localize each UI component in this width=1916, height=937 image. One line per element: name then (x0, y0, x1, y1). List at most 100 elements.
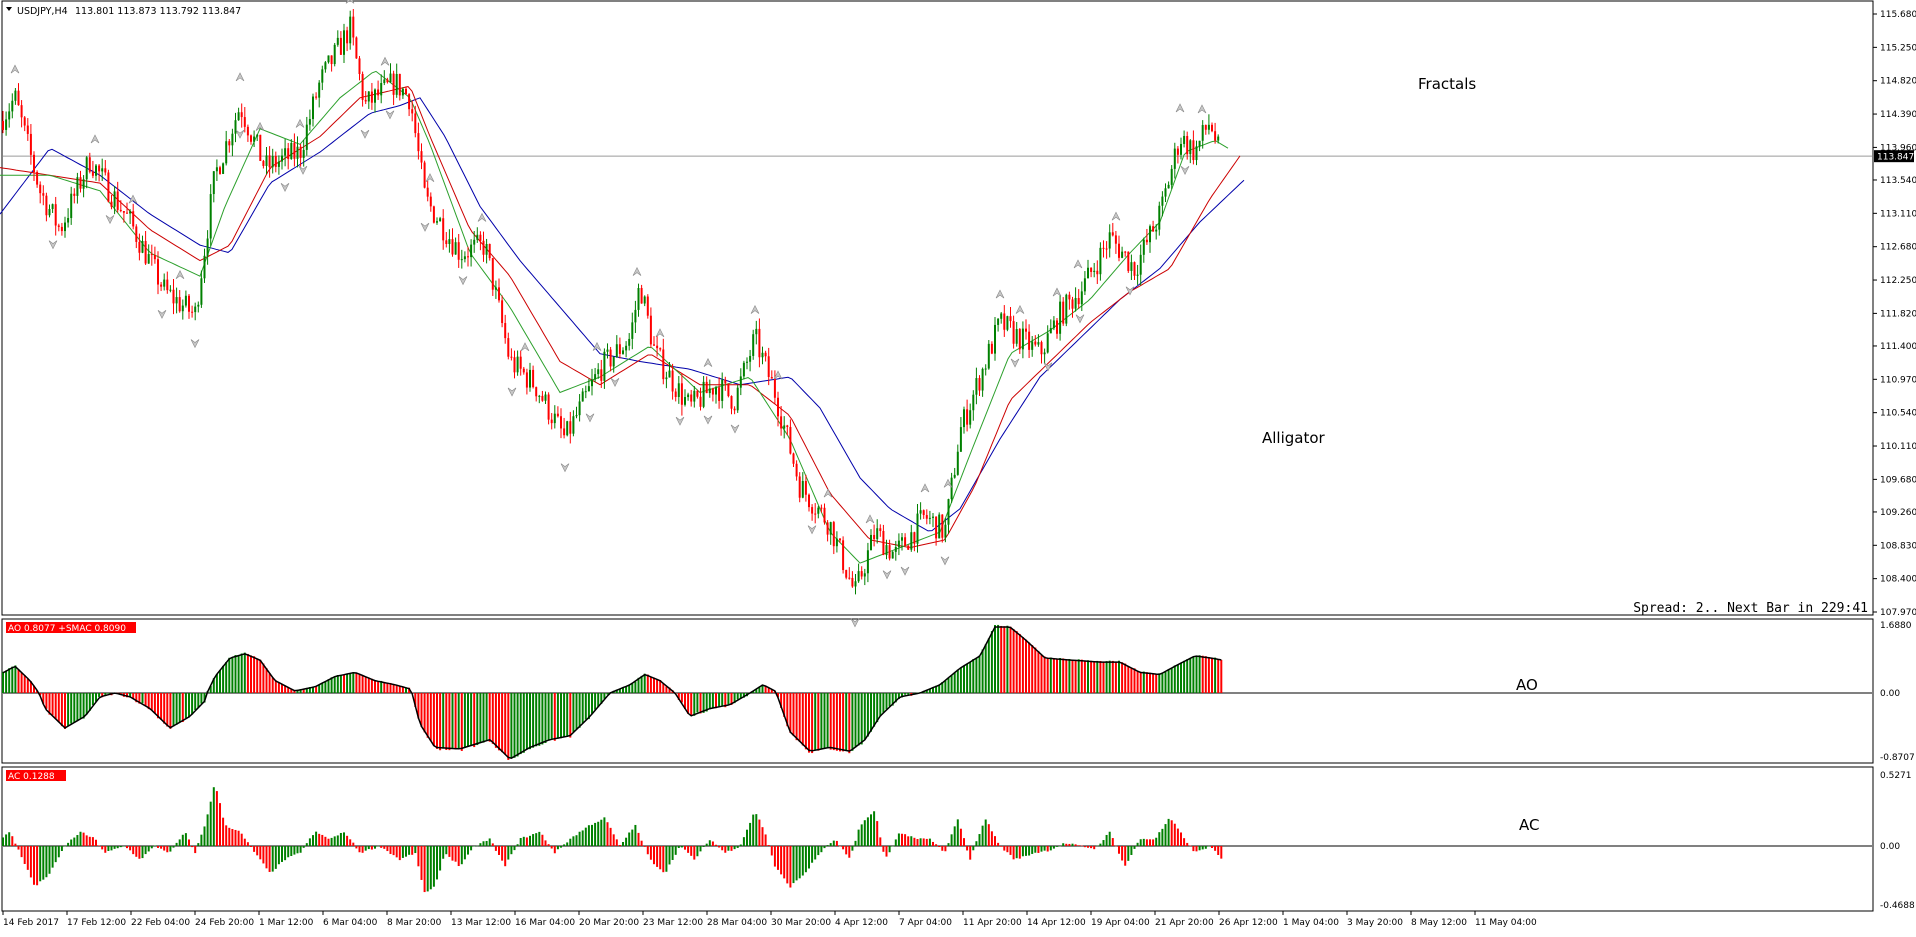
ao-bar (1000, 625, 1003, 693)
ao-bar (11, 666, 14, 693)
candle-body (349, 16, 352, 44)
ac-bar (857, 829, 860, 846)
candle-body (656, 345, 659, 349)
ao-bar (529, 693, 531, 750)
candle-body (625, 345, 628, 351)
ac-bar (1198, 846, 1201, 851)
ac-bar (699, 846, 702, 852)
ac-bar (463, 846, 466, 860)
ao-bar (1012, 629, 1015, 693)
candle-body (808, 494, 810, 508)
ao-bar (1198, 655, 1201, 693)
candle-body (600, 369, 603, 381)
triangle-down-icon[interactable] (6, 7, 12, 11)
ac-bar (411, 846, 414, 855)
candle-body (308, 119, 311, 125)
ac-bar (54, 846, 57, 863)
ao-bar (941, 682, 944, 693)
ao-bar (634, 681, 637, 693)
ac-bar (1180, 832, 1182, 846)
ao-bar (835, 693, 838, 751)
fractal-up-icon (380, 56, 390, 66)
y-tick-label: 108.830 (1880, 541, 1916, 551)
ao-bar (166, 693, 169, 727)
ao-bar (736, 693, 739, 700)
candle-body (516, 356, 519, 373)
candle-body (888, 545, 891, 559)
candle-body (1217, 136, 1220, 141)
ao-bar (888, 693, 891, 707)
ao-bar (1040, 654, 1043, 693)
main-panel-frame (1, 0, 1874, 616)
ao-bar (656, 679, 659, 693)
ao-bar (1118, 660, 1120, 693)
ao-bar (346, 674, 349, 693)
candle-body (8, 111, 11, 120)
ac-bar (1173, 823, 1176, 846)
candle-body (758, 328, 761, 358)
ao-bar (389, 682, 392, 693)
candle-body (1170, 168, 1173, 185)
ao-bar (157, 693, 159, 719)
ao-bar (308, 687, 311, 693)
x-tick-label: 11 May 04:00 (1475, 918, 1537, 928)
ao-bar (739, 693, 742, 699)
ac-bar (532, 834, 535, 846)
ac-bar (8, 832, 11, 846)
ao-bar (950, 675, 953, 693)
ao-bar (687, 693, 690, 714)
candle-body (194, 306, 197, 313)
ac-bar (1040, 846, 1043, 852)
ac-bar (20, 846, 23, 858)
candle-body (764, 352, 767, 357)
fractal-up-icon (295, 118, 305, 128)
candle-body (749, 355, 752, 362)
ac-tick-label: 0.00 (1880, 842, 1900, 852)
candle-body (628, 338, 631, 346)
ac-bar (1176, 828, 1179, 846)
candle-body (780, 416, 783, 429)
candle-body (79, 177, 82, 189)
candle-body (367, 91, 370, 102)
ao-bar (628, 685, 631, 693)
ao-bar (482, 693, 485, 743)
candle-body (113, 191, 116, 207)
candle-body (597, 369, 600, 375)
ao-bar (615, 689, 618, 693)
x-tick-label: 22 Feb 04:00 (131, 918, 190, 928)
ac-bar (150, 846, 153, 849)
fractal-down-icon (610, 378, 620, 387)
ac-bar (563, 844, 566, 846)
candle-body (88, 157, 91, 172)
ac-bar (1102, 840, 1105, 846)
candle-body (57, 225, 60, 227)
ac-bar (163, 846, 166, 851)
ac-bar (733, 846, 736, 850)
ac-bar (448, 846, 451, 857)
ac-bar (758, 819, 761, 846)
candle-body (569, 421, 572, 434)
candle-body (649, 315, 652, 345)
ao-bar (975, 658, 978, 693)
ao-annotation: AO (1516, 676, 1538, 694)
ao-bar (702, 693, 705, 713)
candle-body (231, 133, 234, 146)
x-tick-label: 20 Mar 20:00 (579, 918, 639, 928)
candle-body (550, 419, 553, 424)
candle-body (122, 211, 125, 213)
y-tick-label: 109.680 (1880, 475, 1916, 485)
ac-bar (1105, 834, 1108, 846)
chart-header: USDJPY,H4 113.801 113.873 113.792 113.84… (6, 6, 241, 17)
ao-bar (857, 693, 860, 746)
fractal-down-icon (900, 566, 910, 576)
ac-bar (693, 846, 696, 860)
ac-bar (507, 846, 510, 860)
candle-body (777, 397, 779, 417)
ao-bar (150, 693, 153, 711)
ac-bar (591, 824, 593, 846)
candle-body (184, 295, 187, 306)
ac-bar (1003, 846, 1006, 851)
fractal-up-icon (520, 342, 530, 352)
ac-bar (668, 846, 671, 865)
